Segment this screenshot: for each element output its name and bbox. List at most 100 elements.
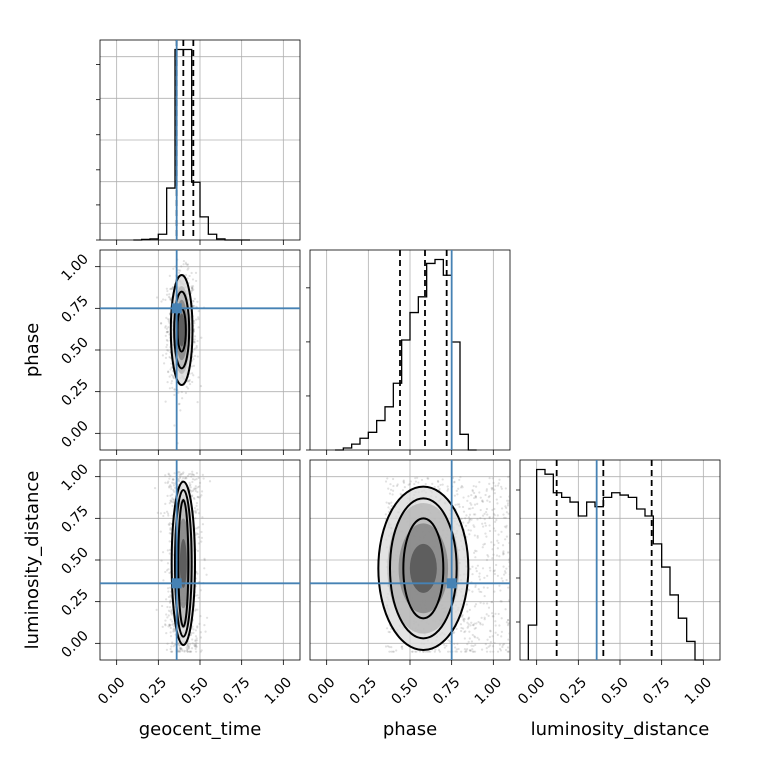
sample-point xyxy=(481,499,484,502)
sample-point xyxy=(438,487,441,491)
sample-point xyxy=(467,617,470,620)
sample-point xyxy=(507,512,510,515)
sample-point xyxy=(167,595,171,599)
y-tick-label: 0.00 xyxy=(58,418,91,451)
ylabel-phase: phase xyxy=(22,323,43,377)
sample-point xyxy=(491,508,494,512)
sample-point xyxy=(484,643,487,646)
sample-point xyxy=(199,615,202,618)
sample-point xyxy=(165,345,168,349)
sample-point xyxy=(196,608,199,611)
sample-point xyxy=(173,498,176,501)
sample-point xyxy=(172,376,175,379)
sample-point xyxy=(203,623,206,627)
sample-point xyxy=(388,502,391,505)
contour-middle xyxy=(389,497,458,640)
sample-point xyxy=(169,298,172,301)
sample-point xyxy=(192,364,196,367)
sample-point xyxy=(186,650,189,653)
sample-point xyxy=(458,478,461,482)
x-tick-label: 0.75 xyxy=(220,674,253,707)
sample-point xyxy=(197,512,201,515)
sample-point xyxy=(168,486,171,489)
sample-point xyxy=(481,546,484,549)
x-tick-label: 0.00 xyxy=(515,674,548,707)
contour-middle xyxy=(173,290,191,370)
sample-point xyxy=(455,650,458,653)
sample-point xyxy=(471,633,474,637)
sample-point xyxy=(172,645,175,648)
sample-point xyxy=(170,612,173,615)
sample-point xyxy=(194,509,197,512)
y-tick-label: 0.25 xyxy=(58,376,91,409)
sample-point xyxy=(470,644,473,647)
sample-point xyxy=(178,402,181,406)
density-level-3 xyxy=(179,538,187,588)
sample-point xyxy=(479,601,482,604)
sample-point xyxy=(482,543,485,546)
panel-phase-vs-luminosity_distance: 0.00 0.25 0.50 0.75 1.00 xyxy=(305,459,511,708)
sample-point xyxy=(489,629,492,632)
sample-point xyxy=(156,511,159,514)
sample-point xyxy=(499,589,502,592)
sample-point xyxy=(191,642,194,645)
sample-point xyxy=(434,648,437,651)
sample-point xyxy=(177,271,181,274)
sample-point xyxy=(203,567,206,570)
sample-point xyxy=(471,648,474,651)
sample-point xyxy=(485,489,488,492)
sample-point xyxy=(172,489,175,492)
sample-point xyxy=(505,535,509,538)
sample-point xyxy=(172,501,175,504)
sample-point xyxy=(400,645,404,648)
sample-point xyxy=(164,400,167,403)
sample-point xyxy=(164,326,167,329)
sample-point xyxy=(475,570,478,573)
sample-point xyxy=(170,645,173,648)
sample-point xyxy=(169,494,172,497)
sample-point xyxy=(165,352,168,355)
sample-point xyxy=(166,569,169,572)
x-tick-label: 0.00 xyxy=(95,674,128,707)
sample-point xyxy=(163,362,166,365)
sample-point xyxy=(480,648,484,651)
sample-point xyxy=(201,473,204,476)
sample-point xyxy=(424,482,427,486)
sample-point xyxy=(458,503,461,506)
sample-point xyxy=(491,487,494,490)
sample-point xyxy=(177,650,181,653)
sample-point xyxy=(459,476,462,479)
sample-point xyxy=(166,562,170,565)
sample-point xyxy=(426,650,429,653)
sample-point xyxy=(507,622,510,625)
x-tick-label: 0.75 xyxy=(640,674,673,707)
sample-point xyxy=(454,650,457,653)
sample-point xyxy=(195,478,198,481)
sample-point xyxy=(166,289,169,293)
sample-point xyxy=(488,516,491,519)
sample-point xyxy=(190,271,193,275)
sample-point xyxy=(504,538,507,541)
sample-point xyxy=(478,590,481,593)
sample-point xyxy=(422,650,425,653)
sample-point xyxy=(192,374,195,377)
sample-point xyxy=(171,497,174,500)
sample-point xyxy=(500,530,503,533)
sample-point xyxy=(192,473,196,477)
sample-point xyxy=(167,590,170,593)
sample-point xyxy=(453,480,456,483)
sample-point xyxy=(194,640,197,643)
sample-point xyxy=(186,648,189,651)
sample-point xyxy=(179,647,182,650)
sample-point xyxy=(177,479,180,482)
sample-point xyxy=(172,498,175,501)
sample-point xyxy=(171,478,174,481)
contour-inner xyxy=(402,517,445,620)
sample-point xyxy=(493,543,496,546)
sample-point xyxy=(189,483,192,486)
sample-point xyxy=(188,484,191,487)
sample-point xyxy=(485,488,488,491)
sample-point xyxy=(402,481,406,484)
sample-point xyxy=(193,354,197,358)
sample-point xyxy=(189,633,192,637)
